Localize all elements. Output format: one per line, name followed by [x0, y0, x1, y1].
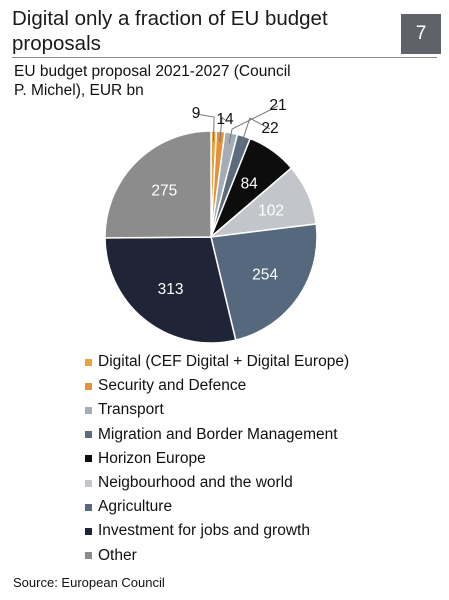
legend-item-transport: Transport [85, 398, 349, 422]
chart-subtitle: EU budget proposal 2021-2027 (Council P.… [14, 63, 291, 99]
legend-swatch [85, 527, 92, 535]
legend-item-digital-cef-digital-digital-europe: Digital (CEF Digital + Digital Europe) [85, 350, 349, 374]
legend-label: Horizon Europe [98, 449, 206, 467]
legend-swatch [85, 552, 92, 560]
legend-label: Security and Defence [98, 377, 247, 395]
legend-swatch [85, 503, 92, 511]
legend-label: Other [98, 546, 137, 564]
pie-slice-investment-for-jobs-and-growth [104, 236, 237, 344]
legend-item-agriculture: Agriculture [85, 495, 349, 519]
leader-line-digital-cef-digital-digital-europe [195, 113, 215, 142]
legend-label: Migration and Border Management [98, 425, 338, 443]
slice-label-investment-for-jobs-and-growth: 313 [158, 281, 184, 298]
slice-label-migration-and-border-management: 22 [261, 120, 278, 137]
legend-item-horizon-europe: Horizon Europe [85, 447, 349, 471]
slice-label-digital-cef-digital-digital-europe: 9 [192, 105, 201, 122]
legend-label: Digital (CEF Digital + Digital Europe) [98, 353, 350, 371]
leader-line-migration-and-border-management [240, 117, 271, 147]
leader-line-transport [228, 105, 279, 144]
chart-legend: Digital (CEF Digital + Digital Europe) Se… [85, 350, 349, 568]
source-note: Source: European Council [13, 575, 165, 590]
legend-swatch [85, 406, 92, 414]
title-divider [12, 57, 437, 58]
slice-label-neigbourhood-and-the-world: 102 [258, 202, 284, 219]
legend-label: Neigbourhood and the world [98, 474, 293, 492]
leader-line-security-and-defence [219, 116, 226, 143]
slice-label-other: 275 [151, 183, 177, 200]
legend-swatch [85, 455, 92, 463]
legend-swatch [85, 431, 92, 439]
legend-item-other: Other [85, 544, 349, 568]
legend-item-neigbourhood-and-the-world: Neigbourhood and the world [85, 471, 349, 495]
slice-label-agriculture: 254 [252, 266, 278, 283]
legend-label: Transport [98, 401, 164, 419]
slice-label-security-and-defence: 14 [216, 111, 234, 128]
pie-slice-other [104, 130, 212, 239]
slice-label-transport: 21 [269, 97, 286, 114]
legend-swatch [85, 479, 92, 487]
legend-item-investment-for-jobs-and-growth: Investment for jobs and growth [85, 519, 349, 543]
legend-label: Agriculture [98, 498, 173, 516]
legend-swatch [85, 382, 92, 390]
pie-slice-agriculture [210, 223, 318, 341]
page-number-badge: 7 [401, 14, 441, 54]
legend-swatch [85, 358, 92, 366]
legend-item-migration-and-border-management: Migration and Border Management [85, 423, 349, 447]
chart-title: Digital only a fraction of EU budget pro… [12, 7, 328, 55]
slice-label-horizon-europe: 84 [241, 176, 259, 193]
legend-label: Investment for jobs and growth [98, 522, 310, 540]
legend-item-security-and-defence: Security and Defence [85, 374, 349, 398]
